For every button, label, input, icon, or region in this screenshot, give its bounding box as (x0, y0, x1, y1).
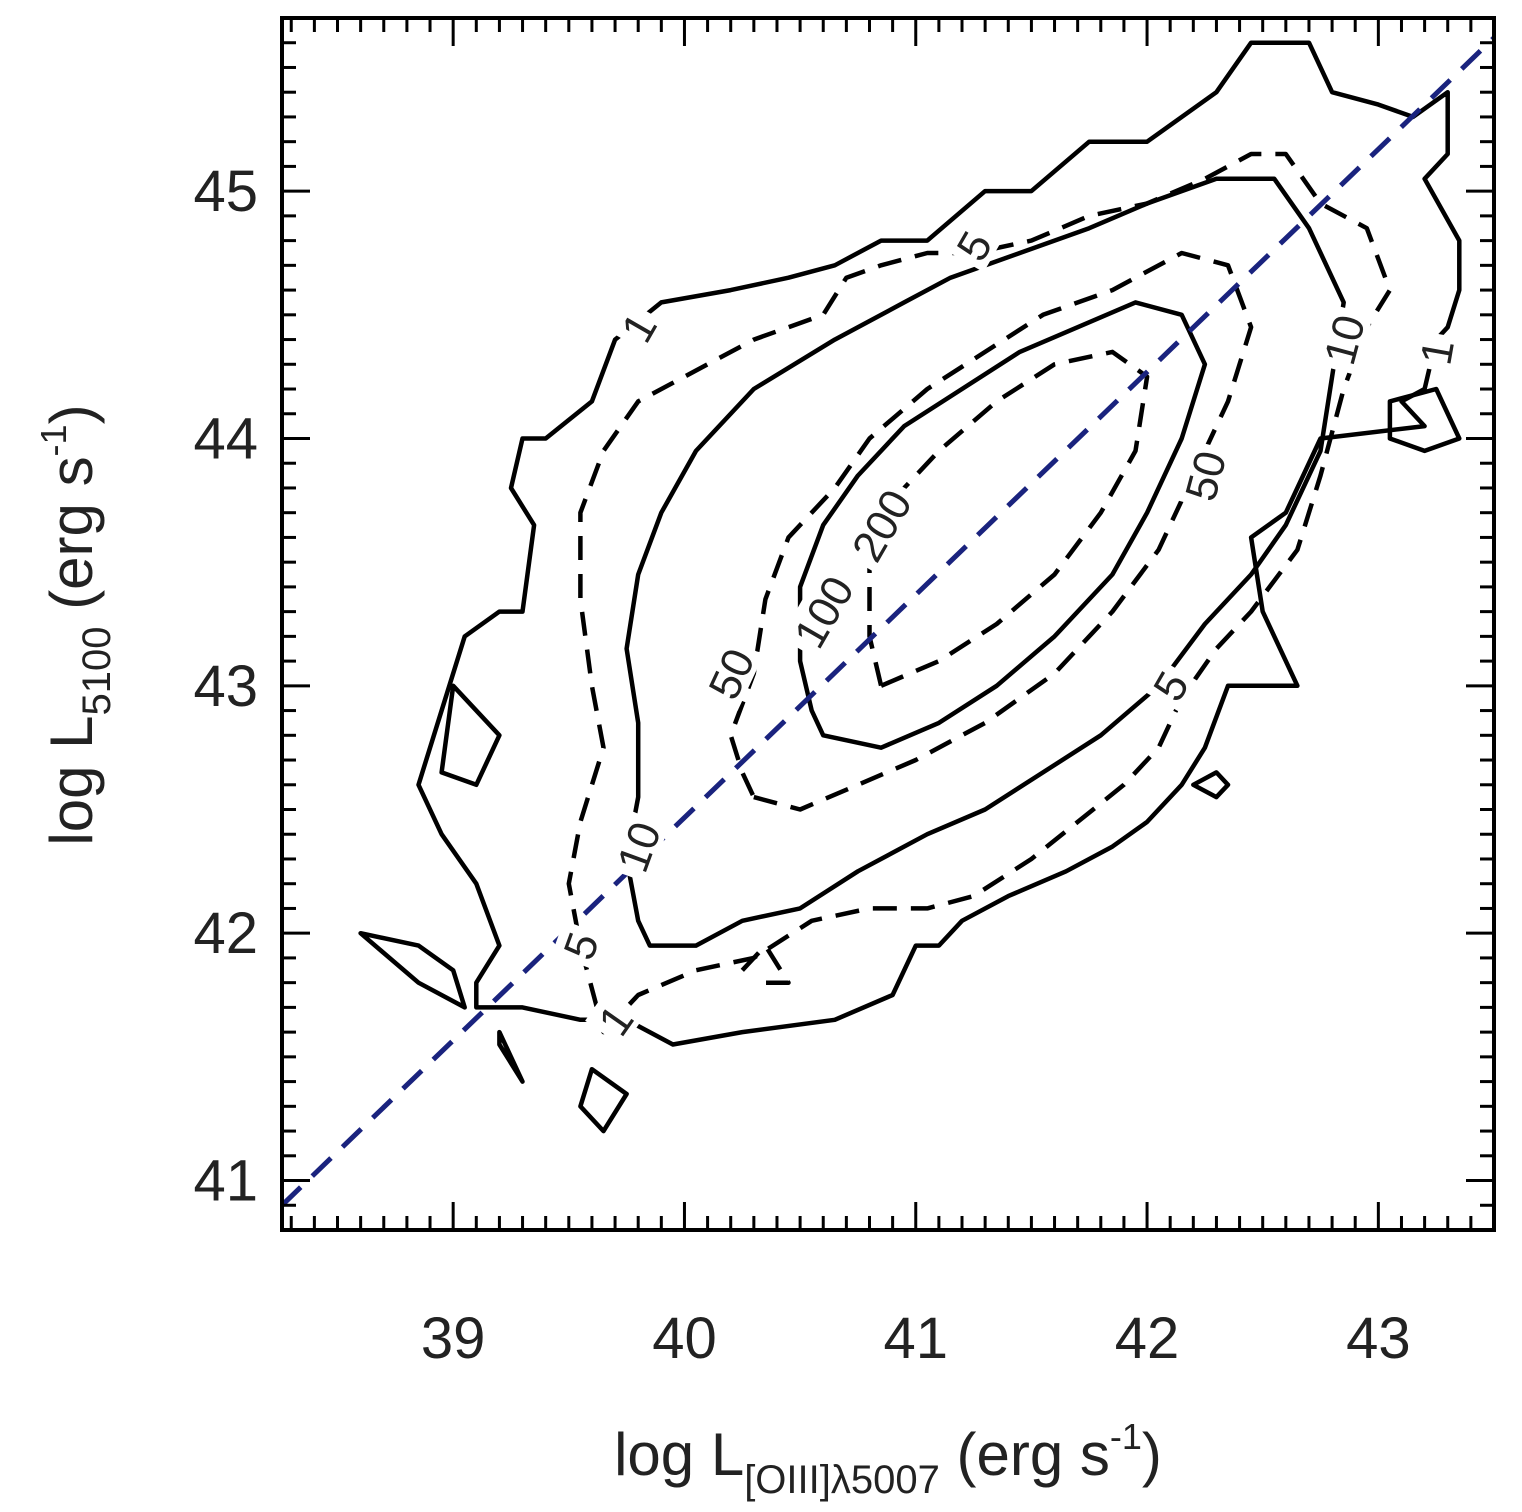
x-tick-label-42: 42 (1115, 1306, 1180, 1371)
reference-line-layer (282, 35, 1494, 1208)
contour-label-1-2: 1 (585, 991, 644, 1048)
contour-level-5-7 (566, 151, 1393, 1035)
contour-label-10-7: 10 (1312, 303, 1375, 376)
contour-label-bg (780, 561, 865, 661)
contour-level-100-11 (797, 300, 1208, 750)
one-to-one-reference-line (282, 35, 1494, 1208)
contour-label-5-4: 5 (551, 920, 609, 971)
x-tick-label-43: 43 (1346, 1306, 1411, 1371)
contour-label-50-9: 50 (1173, 439, 1236, 512)
y-tick-label-42: 42 (193, 901, 258, 966)
contour-level-1-1 (439, 683, 502, 788)
plot-frame (280, 16, 1496, 1232)
contour-label-bg (1173, 439, 1235, 512)
y-tick-label-43: 43 (193, 654, 258, 719)
contour-level-1-3 (497, 1029, 525, 1084)
contour-label-bg (1140, 658, 1199, 713)
contour-label-bg (838, 474, 923, 575)
contour-level-1-5 (1191, 770, 1231, 800)
contour-level-10-9 (624, 176, 1346, 948)
x-tick-label-41: 41 (883, 1306, 948, 1371)
contour-level-1-6 (1387, 386, 1462, 454)
contour-label-200-11: 200 (838, 474, 923, 575)
contour-label-5-5: 5 (1140, 658, 1199, 713)
contour-label-bg (551, 920, 608, 971)
x-axis-title: log L[OIII]λ5007 (erg s-1) (614, 1416, 1162, 1502)
x-tick-label-40: 40 (652, 1306, 717, 1371)
contour-level-1-4 (578, 1066, 629, 1134)
contour-label-5-3: 5 (943, 218, 1002, 273)
contour-label-bg (943, 218, 1002, 273)
contour-label-bg (1312, 303, 1373, 376)
contour-label-100-10: 100 (780, 561, 865, 661)
y-tick-label-45: 45 (193, 159, 258, 224)
contour-level-1-2 (358, 930, 467, 1010)
contour-label-bg (1409, 330, 1461, 374)
contour-level-50-10 (728, 250, 1254, 812)
y-axis-title: log L5100 (erg s-1) (33, 404, 119, 845)
contour-label-1-0: 1 (608, 299, 667, 354)
x-tick-label-39: 39 (421, 1306, 486, 1371)
contour-level-200-12 (867, 349, 1150, 689)
contour-label-bg (585, 991, 644, 1048)
contour-layer (358, 40, 1462, 1134)
contour-label-text: 10 (1315, 310, 1375, 370)
contour-level-1-0 (416, 40, 1462, 1047)
contour-level-5-8 (740, 943, 791, 985)
y-tick-label-41: 41 (193, 1149, 258, 1214)
contour-label-1-1: 1 (1409, 330, 1464, 374)
contour-label-bg (605, 809, 670, 884)
contour-label-bg (608, 299, 667, 354)
tick-labels: 39 40 41 42 43 41 42 43 44 45 (193, 159, 1410, 1371)
y-tick-label-44: 44 (193, 406, 258, 471)
contour-label-bg (695, 635, 764, 711)
axis-ticks (282, 16, 1496, 1232)
contour-label-10-6: 10 (605, 809, 671, 884)
